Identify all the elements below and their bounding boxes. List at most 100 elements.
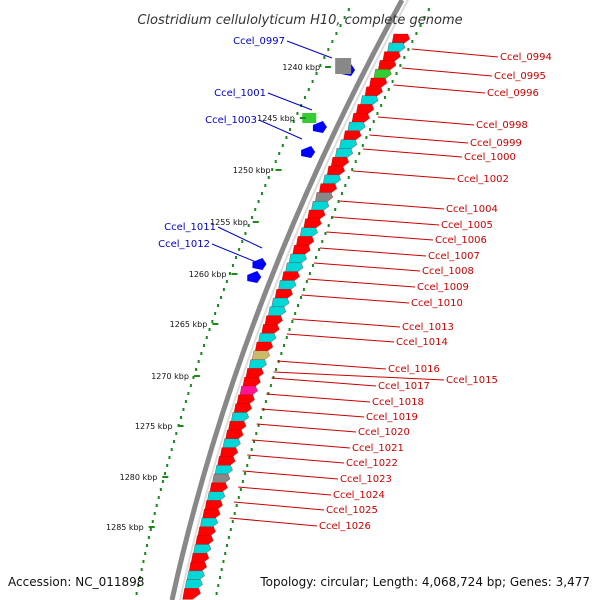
gene-label: Ccel_1001	[214, 88, 266, 99]
tick-dot	[250, 448, 253, 451]
tick-dot	[228, 272, 231, 275]
tick-dot	[294, 312, 297, 315]
gene-label: Ccel_1007	[428, 251, 480, 262]
label-connector	[411, 48, 499, 58]
tick-dot	[305, 280, 308, 283]
tick-dot	[354, 160, 357, 163]
tick-dot	[157, 496, 160, 499]
tick-dot	[248, 456, 251, 459]
tick-dot	[303, 96, 306, 99]
gene-label: Ccel_1002	[457, 174, 509, 185]
tick-dot	[307, 88, 310, 91]
tick-dot	[257, 424, 260, 427]
tick-dot	[192, 376, 195, 379]
gene-label: Ccel_1006	[435, 235, 487, 246]
tick-dot	[225, 280, 228, 283]
tick-dot	[347, 176, 350, 179]
label-connector	[362, 148, 463, 158]
kbp-tick-label: 1255 kbp	[210, 218, 248, 227]
tick-dot	[135, 592, 138, 595]
label-connector	[266, 393, 371, 403]
gene-label: Ccel_1008	[422, 266, 474, 277]
tick-dot	[383, 96, 386, 99]
tick-dot	[235, 256, 238, 259]
tick-dot	[260, 416, 263, 419]
tick-dot	[297, 304, 300, 307]
tick-dot	[252, 440, 255, 443]
label-connector	[242, 470, 339, 480]
tick-dot	[138, 576, 141, 579]
gene-label: Ccel_1004	[446, 204, 498, 215]
tick-dot	[144, 552, 147, 555]
gene-label: Ccel_1026	[319, 521, 371, 532]
tick-dot	[217, 584, 220, 587]
tick-dot	[347, 8, 350, 11]
topology-summary: Topology: circular; Length: 4,068,724 bp…	[259, 575, 590, 589]
tick-dot	[391, 80, 394, 83]
label-connector	[286, 40, 333, 59]
label-connector	[247, 454, 345, 464]
tick-dot	[299, 296, 302, 299]
gene-label: Ccel_1015	[446, 375, 498, 386]
gene-label: Ccel_1003	[205, 115, 257, 126]
tick-dot	[327, 224, 330, 227]
kbp-tick-label: 1275 kbp	[135, 422, 173, 431]
gene-label: Ccel_1024	[333, 490, 385, 501]
tick-dot	[285, 336, 288, 339]
accession-text: Accession: NC_011898	[8, 575, 144, 589]
tick-dot	[222, 560, 225, 563]
label-connector	[326, 231, 434, 241]
label-connector	[401, 67, 493, 77]
tick-dot	[238, 248, 241, 251]
tick-dot	[369, 128, 372, 131]
tick-dot	[237, 496, 240, 499]
tick-dot	[200, 352, 203, 355]
gene-label: Ccel_1009	[417, 282, 469, 293]
tick-dot	[264, 184, 267, 187]
tick-dot	[241, 480, 244, 483]
label-connector	[301, 294, 410, 304]
gene-label: Ccel_1020	[358, 427, 410, 438]
map-title: Clostridium cellulolyticum H10, complete…	[137, 13, 462, 28]
tick-dot	[271, 168, 274, 171]
tick-dot	[387, 88, 390, 91]
gene-label: Ccel_1017	[378, 381, 430, 392]
tick-dot	[340, 192, 343, 195]
tick-dot	[335, 32, 338, 35]
tick-dot	[269, 384, 272, 387]
reverse-gene-feature	[252, 258, 267, 270]
tick-dot	[311, 80, 314, 83]
tick-dot	[220, 568, 223, 571]
tick-dot	[137, 584, 140, 587]
tick-dot	[395, 72, 398, 75]
label-connector	[369, 134, 469, 144]
tick-dot	[339, 24, 342, 27]
left-labels: Ccel_0997 Ccel_1001 Ccel_1003 Ccel_1011 Ccel…	[158, 36, 333, 263]
tick-dot	[278, 152, 281, 155]
label-connector	[258, 119, 303, 140]
tick-dot	[182, 408, 185, 411]
tick-dot	[197, 360, 200, 363]
tick-dot	[358, 152, 361, 155]
tick-dot	[272, 376, 275, 379]
label-connector	[256, 423, 357, 433]
label-connector	[313, 262, 421, 272]
tick-dot	[361, 144, 364, 147]
tick-dot	[324, 232, 327, 235]
tick-dot	[281, 144, 284, 147]
gc-skew-dots	[135, 8, 430, 595]
label-connector	[211, 243, 257, 263]
tick-dot	[254, 208, 257, 211]
label-connector	[319, 247, 427, 257]
tick-dot	[203, 344, 206, 347]
gene-label: Ccel_1010	[411, 298, 463, 309]
tick-dot	[267, 392, 270, 395]
kbp-tick-label: 1280 kbp	[120, 473, 158, 482]
tick-dot	[187, 392, 190, 395]
gene-label: Ccel_1011	[164, 222, 216, 233]
backbone-edge	[179, 0, 409, 600]
tick-dot	[343, 16, 346, 19]
tick-dot	[302, 288, 305, 291]
tick-dot	[407, 48, 410, 51]
gene-label: Ccel_1000	[464, 152, 516, 163]
